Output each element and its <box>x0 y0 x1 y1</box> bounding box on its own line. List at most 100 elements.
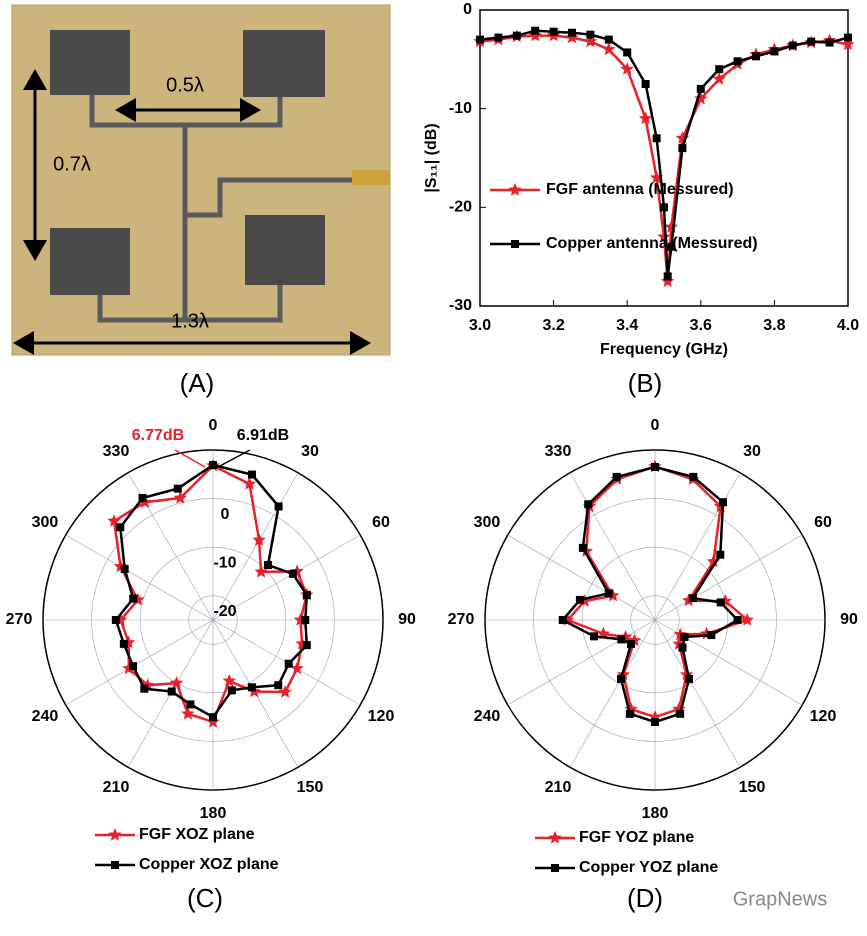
polar-grid-circle <box>91 498 335 742</box>
marker <box>844 33 852 42</box>
legend-label: FGF antenna (Messured) <box>546 181 734 198</box>
marker <box>685 674 693 683</box>
marker <box>712 72 726 85</box>
marker <box>116 523 125 532</box>
polar-spoke <box>212 472 299 621</box>
marker <box>302 641 311 650</box>
marker <box>657 229 671 243</box>
marker <box>606 588 620 602</box>
marker <box>129 662 138 671</box>
marker <box>568 28 576 37</box>
polar-grid-circle <box>139 546 287 694</box>
x-axis-label: Frequency (GHz) <box>600 341 728 358</box>
marker <box>718 594 732 607</box>
marker <box>138 494 147 503</box>
marker <box>696 84 705 93</box>
marker <box>660 203 668 212</box>
marker <box>167 687 176 696</box>
x-tick-label: 4.0 <box>837 317 859 334</box>
marker <box>625 709 634 718</box>
legend-marker <box>511 240 519 248</box>
angle-label: 270 <box>448 611 475 628</box>
marker <box>678 144 687 153</box>
marker <box>716 598 725 607</box>
marker <box>752 52 760 61</box>
marker <box>293 613 308 626</box>
angle-label: 60 <box>372 514 390 531</box>
feed-line <box>89 95 355 323</box>
panel-label: (B) <box>628 368 663 398</box>
marker <box>664 220 678 233</box>
marker <box>583 34 598 48</box>
marker <box>733 616 742 624</box>
marker <box>596 626 610 640</box>
marker <box>209 713 217 722</box>
marker <box>678 643 687 652</box>
panel-label: (C) <box>187 883 223 913</box>
angle-label: 120 <box>810 708 837 725</box>
marker <box>620 62 634 75</box>
r-tick-label: -20 <box>213 603 236 620</box>
marker <box>575 595 584 604</box>
marker <box>476 35 484 44</box>
marker <box>706 554 720 568</box>
marker <box>512 31 521 40</box>
patch <box>243 30 325 97</box>
polar-spoke <box>654 472 741 621</box>
polar-spoke <box>569 619 656 768</box>
marker <box>528 28 542 42</box>
angle-label: 240 <box>32 708 59 725</box>
connector <box>352 170 390 185</box>
marker <box>227 686 236 695</box>
marker <box>652 134 661 143</box>
marker <box>140 684 149 693</box>
marker <box>549 27 558 36</box>
panel-label: (A) <box>180 368 215 398</box>
angle-label: 180 <box>642 805 669 822</box>
r-tick-label: -10 <box>213 554 236 571</box>
marker <box>617 635 626 644</box>
marker <box>807 37 816 46</box>
x-tick-label: 3.6 <box>690 317 712 334</box>
annotation: 6.91dB <box>237 427 289 444</box>
marker <box>247 683 256 692</box>
marker <box>274 502 283 511</box>
angle-label: 30 <box>743 443 761 460</box>
patch <box>50 228 130 295</box>
angle-label: 330 <box>545 443 572 460</box>
marker <box>680 633 689 641</box>
polar-spoke <box>507 534 656 621</box>
marker <box>119 639 128 648</box>
marker <box>254 564 268 578</box>
marker <box>586 30 595 39</box>
polar-grid-circle <box>188 595 238 645</box>
marker <box>173 491 187 504</box>
marker <box>206 715 220 728</box>
antenna-photo: 0.5λ 0.7λ 1.3λ (A) <box>11 4 391 398</box>
annotation-pointer <box>174 449 206 468</box>
marker <box>604 589 613 598</box>
marker <box>676 709 685 718</box>
angle-label: 90 <box>398 611 416 628</box>
marker <box>651 463 659 471</box>
marker <box>560 613 575 626</box>
marker <box>186 700 195 709</box>
x-tick-label: 3.8 <box>763 317 785 334</box>
marker <box>689 472 698 481</box>
angle-label: 210 <box>103 779 130 796</box>
marker <box>222 674 236 687</box>
dimension-label: 1.3λ <box>171 310 209 332</box>
marker <box>278 685 292 698</box>
legend-label: Copper YOZ plane <box>579 859 718 876</box>
marker <box>578 543 587 552</box>
angle-label: 30 <box>301 443 319 460</box>
y-tick-label: -10 <box>449 100 472 117</box>
marker <box>129 594 138 603</box>
marker <box>290 661 304 675</box>
angle-label: 300 <box>32 514 59 531</box>
marker <box>494 33 503 42</box>
marker <box>181 706 195 720</box>
marker <box>263 561 272 570</box>
marker <box>626 640 635 649</box>
